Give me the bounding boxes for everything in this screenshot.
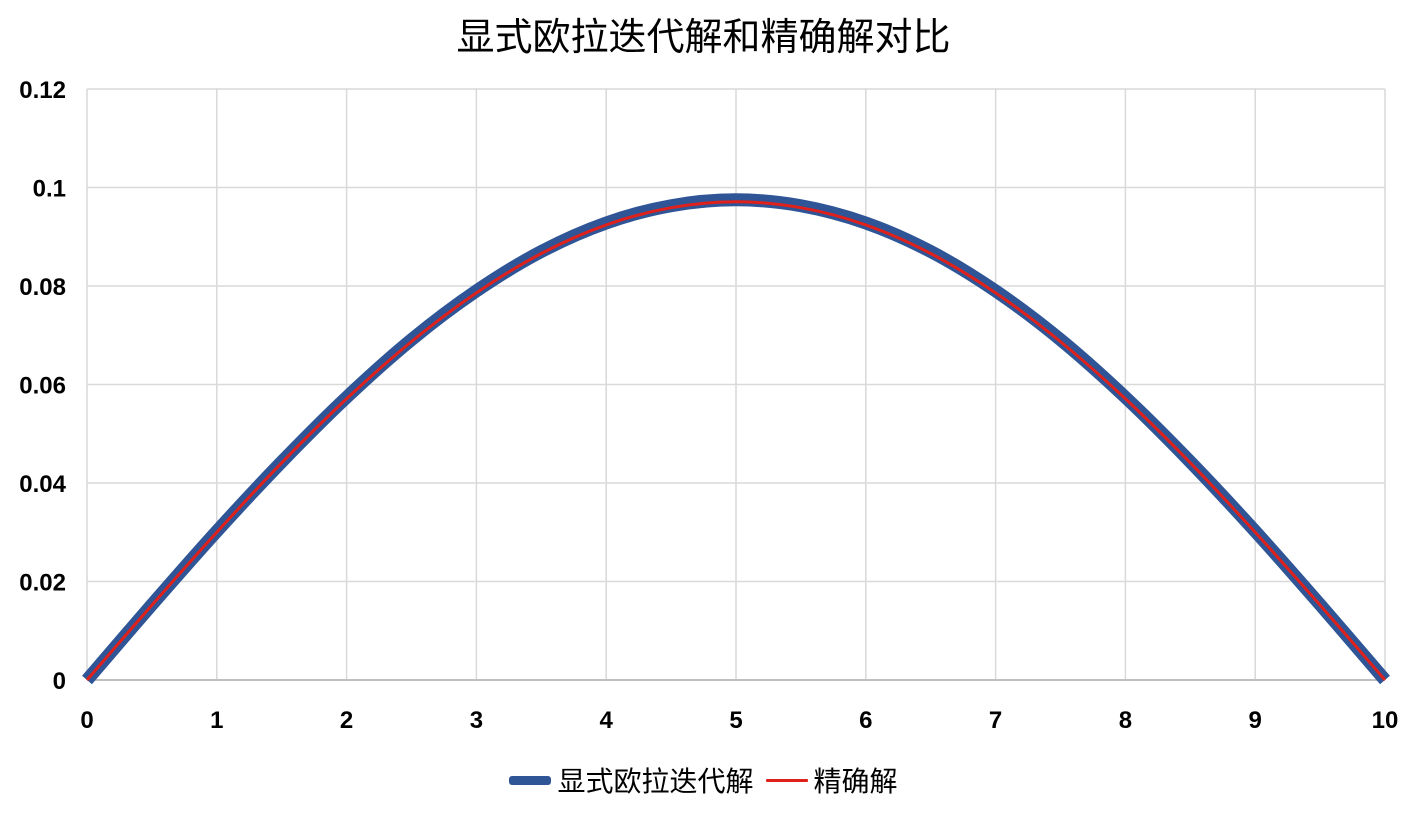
series-lines — [82, 193, 1390, 685]
legend-label-exact: 精确解 — [813, 765, 898, 798]
x-tick-label-9: 9 — [1249, 707, 1262, 734]
y-tick-label-5: 0.1 — [33, 176, 66, 203]
x-tick-label-7: 7 — [989, 707, 1002, 734]
x-tick-label-10: 10 — [1372, 707, 1399, 734]
y-tick-label-3: 0.06 — [19, 373, 66, 400]
y-tick-label-0: 0 — [53, 668, 66, 695]
legend-item-euler[interactable]: 显式欧拉迭代解 — [509, 760, 754, 800]
y-tick-label-4: 0.08 — [19, 274, 66, 301]
y-tick-labels: 0 0.02 0.04 0.06 0.08 0.1 0.12 — [19, 77, 66, 695]
x-tick-label-5: 5 — [729, 707, 742, 734]
gridlines — [86, 88, 1386, 681]
x-tick-label-8: 8 — [1119, 707, 1132, 734]
x-tick-label-3: 3 — [470, 707, 483, 734]
series-line-exact — [85, 200, 1387, 681]
x-tick-label-0: 0 — [80, 707, 93, 734]
x-tick-label-6: 6 — [859, 707, 872, 734]
y-tick-label-2: 0.04 — [19, 471, 66, 498]
legend: 显式欧拉迭代解 精确解 — [0, 760, 1407, 800]
x-tick-label-1: 1 — [210, 707, 223, 734]
legend-label-euler: 显式欧拉迭代解 — [557, 765, 754, 798]
legend-swatch-exact — [765, 778, 808, 782]
chart-title: 显式欧拉迭代解和精确解对比 — [456, 15, 951, 59]
x-tick-label-4: 4 — [600, 707, 614, 734]
x-tick-label-2: 2 — [340, 707, 353, 734]
y-tick-label-1: 0.02 — [19, 570, 66, 597]
y-tick-label-6: 0.12 — [19, 77, 66, 104]
legend-item-exact[interactable]: 精确解 — [765, 760, 898, 800]
x-tick-labels: 0 1 2 3 4 5 6 7 8 9 10 — [80, 707, 1398, 734]
legend-swatch-euler — [509, 775, 552, 785]
